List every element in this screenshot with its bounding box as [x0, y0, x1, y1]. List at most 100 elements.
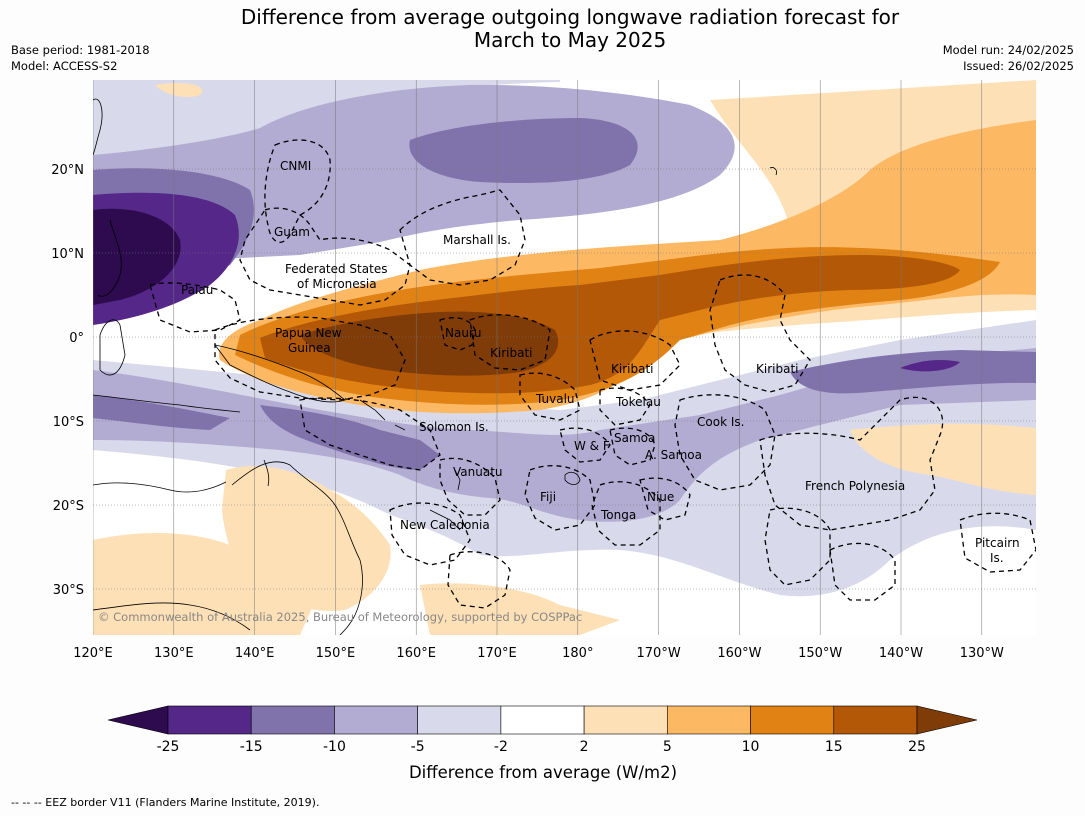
label-vanuatu: Vanuatu	[453, 465, 503, 479]
longitude-label: 140°W	[879, 646, 923, 661]
colorbar-swatch	[500, 705, 585, 735]
anomaly-band-darkest-purple	[93, 208, 181, 305]
philippines-north-coastline	[97, 219, 122, 297]
colorbar-tick-label: -10	[323, 739, 346, 755]
copyright-text: © Commonwealth of Australia 2025, Bureau…	[98, 610, 582, 624]
eez-cook-south	[764, 507, 831, 586]
eez-palau	[149, 282, 241, 333]
new-caledonia-coastline	[429, 509, 461, 531]
north-australia-coastline	[93, 481, 227, 493]
label-pitcairn-2: Is.	[990, 551, 1004, 565]
colorbar-tick-label: 15	[825, 739, 843, 755]
label-png-1: Papua New	[275, 326, 342, 340]
eez-fsm	[239, 207, 411, 306]
cape-york-coastline	[263, 459, 270, 487]
longitude-label: 120°E	[73, 646, 113, 661]
colorbar-tick-label: -15	[240, 739, 263, 755]
label-palau: Palau	[181, 283, 213, 297]
eez-pitcairn	[959, 512, 1036, 573]
colorbar: -25 -15 -10 -5 -2 2 5 10 15 25	[107, 705, 978, 755]
hawaii-coastline	[769, 167, 777, 176]
eez-niue	[639, 477, 691, 521]
eez-kiribati-west	[469, 314, 551, 371]
colorbar-tick-label: -5	[411, 739, 425, 755]
base-period: Base period: 1981-2018	[11, 43, 150, 57]
eez-tonga	[591, 481, 661, 546]
label-nauru: Nauru	[445, 326, 481, 340]
latitude-label: 10°N	[51, 247, 84, 262]
vanuatu-coastline	[454, 469, 461, 491]
label-kiribati-west: Kiribati	[490, 346, 532, 360]
eez-marshall	[399, 189, 526, 286]
eez-fiji	[524, 465, 596, 531]
latitude-labels: 20°N 10°N 0° 10°S 20°S 30°S	[51, 163, 84, 598]
eez-kiribati-east	[709, 274, 811, 393]
longitude-label: 150°W	[798, 646, 842, 661]
meta-right: Model run: 24/02/2025 Issued: 26/02/2025	[943, 42, 1074, 74]
latitude-label: 10°S	[53, 415, 84, 430]
colorbar-swatch	[750, 705, 835, 735]
longitude-labels: 120°E 130°E 140°E 150°E 160°E 170°E 180° 170°W 1…	[73, 646, 1004, 661]
australia-coastline	[231, 461, 363, 635]
issued-date: Issued: 26/02/2025	[963, 59, 1074, 73]
label-png-2: Guinea	[288, 341, 331, 355]
eez-tuvalu	[519, 372, 581, 421]
label-french-polynesia: French Polynesia	[805, 479, 905, 493]
label-marshall: Marshall Is.	[443, 233, 511, 247]
eez-cook-north	[674, 394, 776, 491]
label-fsm-1: Federated States	[285, 262, 387, 276]
eez-samoa	[609, 427, 656, 466]
philippines-south-coastline	[99, 319, 126, 376]
colorbar-swatch	[334, 705, 418, 735]
colorbar-swatch	[417, 705, 502, 735]
eez-legend-note: -- -- -- EEZ border V11 (Flanders Marine…	[11, 796, 320, 809]
label-tokelau: Tokelau	[615, 395, 661, 409]
eez-french-polynesia	[759, 396, 944, 531]
colorbar-tick-label: 10	[742, 739, 760, 755]
longitude-label: 140°E	[235, 646, 275, 661]
indonesia-coastline	[93, 394, 241, 413]
latitude-label: 20°N	[51, 163, 84, 178]
eez-wallis-futuna	[559, 427, 611, 463]
colorbar-tick-label: 5	[663, 739, 672, 755]
chart-title: Difference from average outgoing longwav…	[0, 6, 1085, 52]
colorbar-tick-label: -25	[157, 739, 180, 755]
latitude-label: 20°S	[53, 499, 84, 514]
label-solomon: Solomon Is.	[419, 420, 489, 434]
longitude-label: 130°E	[154, 646, 194, 661]
eez-norfolk	[447, 551, 511, 609]
label-american-samoa: A. Samoa	[645, 448, 702, 462]
longitude-label: 160°E	[396, 646, 436, 661]
colorbar-swatch	[833, 705, 918, 735]
label-kiribati-east: Kiribati	[756, 362, 798, 376]
model-name: Model: ACCESS-S2	[11, 59, 118, 73]
eez-vanuatu	[439, 457, 501, 516]
label-kiribati-central: Kiribati	[611, 362, 653, 376]
label-tonga: Tonga	[600, 508, 636, 522]
label-samoa: Samoa	[614, 431, 655, 445]
longitude-label: 170°E	[477, 646, 517, 661]
longitude-label: 150°E	[316, 646, 356, 661]
colorbar-swatch	[250, 705, 335, 735]
eez-cnmi	[264, 139, 331, 244]
label-pitcairn-1: Pitcairn	[975, 536, 1020, 550]
south-australia-coastline	[93, 602, 251, 631]
eez-austral	[829, 542, 896, 601]
latitude-label: 0°	[69, 331, 84, 346]
new-guinea-coastline	[214, 344, 346, 403]
label-wallis-futuna: W & F	[574, 439, 610, 453]
fiji-coastline	[564, 471, 581, 485]
longitude-label: 180°	[562, 646, 593, 661]
coastlines	[93, 98, 777, 635]
colorbar-swatch	[167, 705, 252, 735]
title-line-1: Difference from average outgoing longwav…	[240, 5, 900, 29]
solomon-coastline	[359, 399, 406, 431]
eez-borders	[149, 139, 1036, 609]
label-cnmi: CNMI	[280, 159, 311, 173]
colorbar-tick-label: 2	[580, 739, 589, 755]
eez-solomon	[299, 397, 441, 471]
label-cook: Cook Is.	[697, 415, 744, 429]
latitude-label: 30°S	[53, 583, 84, 598]
longitude-label: 130°W	[960, 646, 1004, 661]
